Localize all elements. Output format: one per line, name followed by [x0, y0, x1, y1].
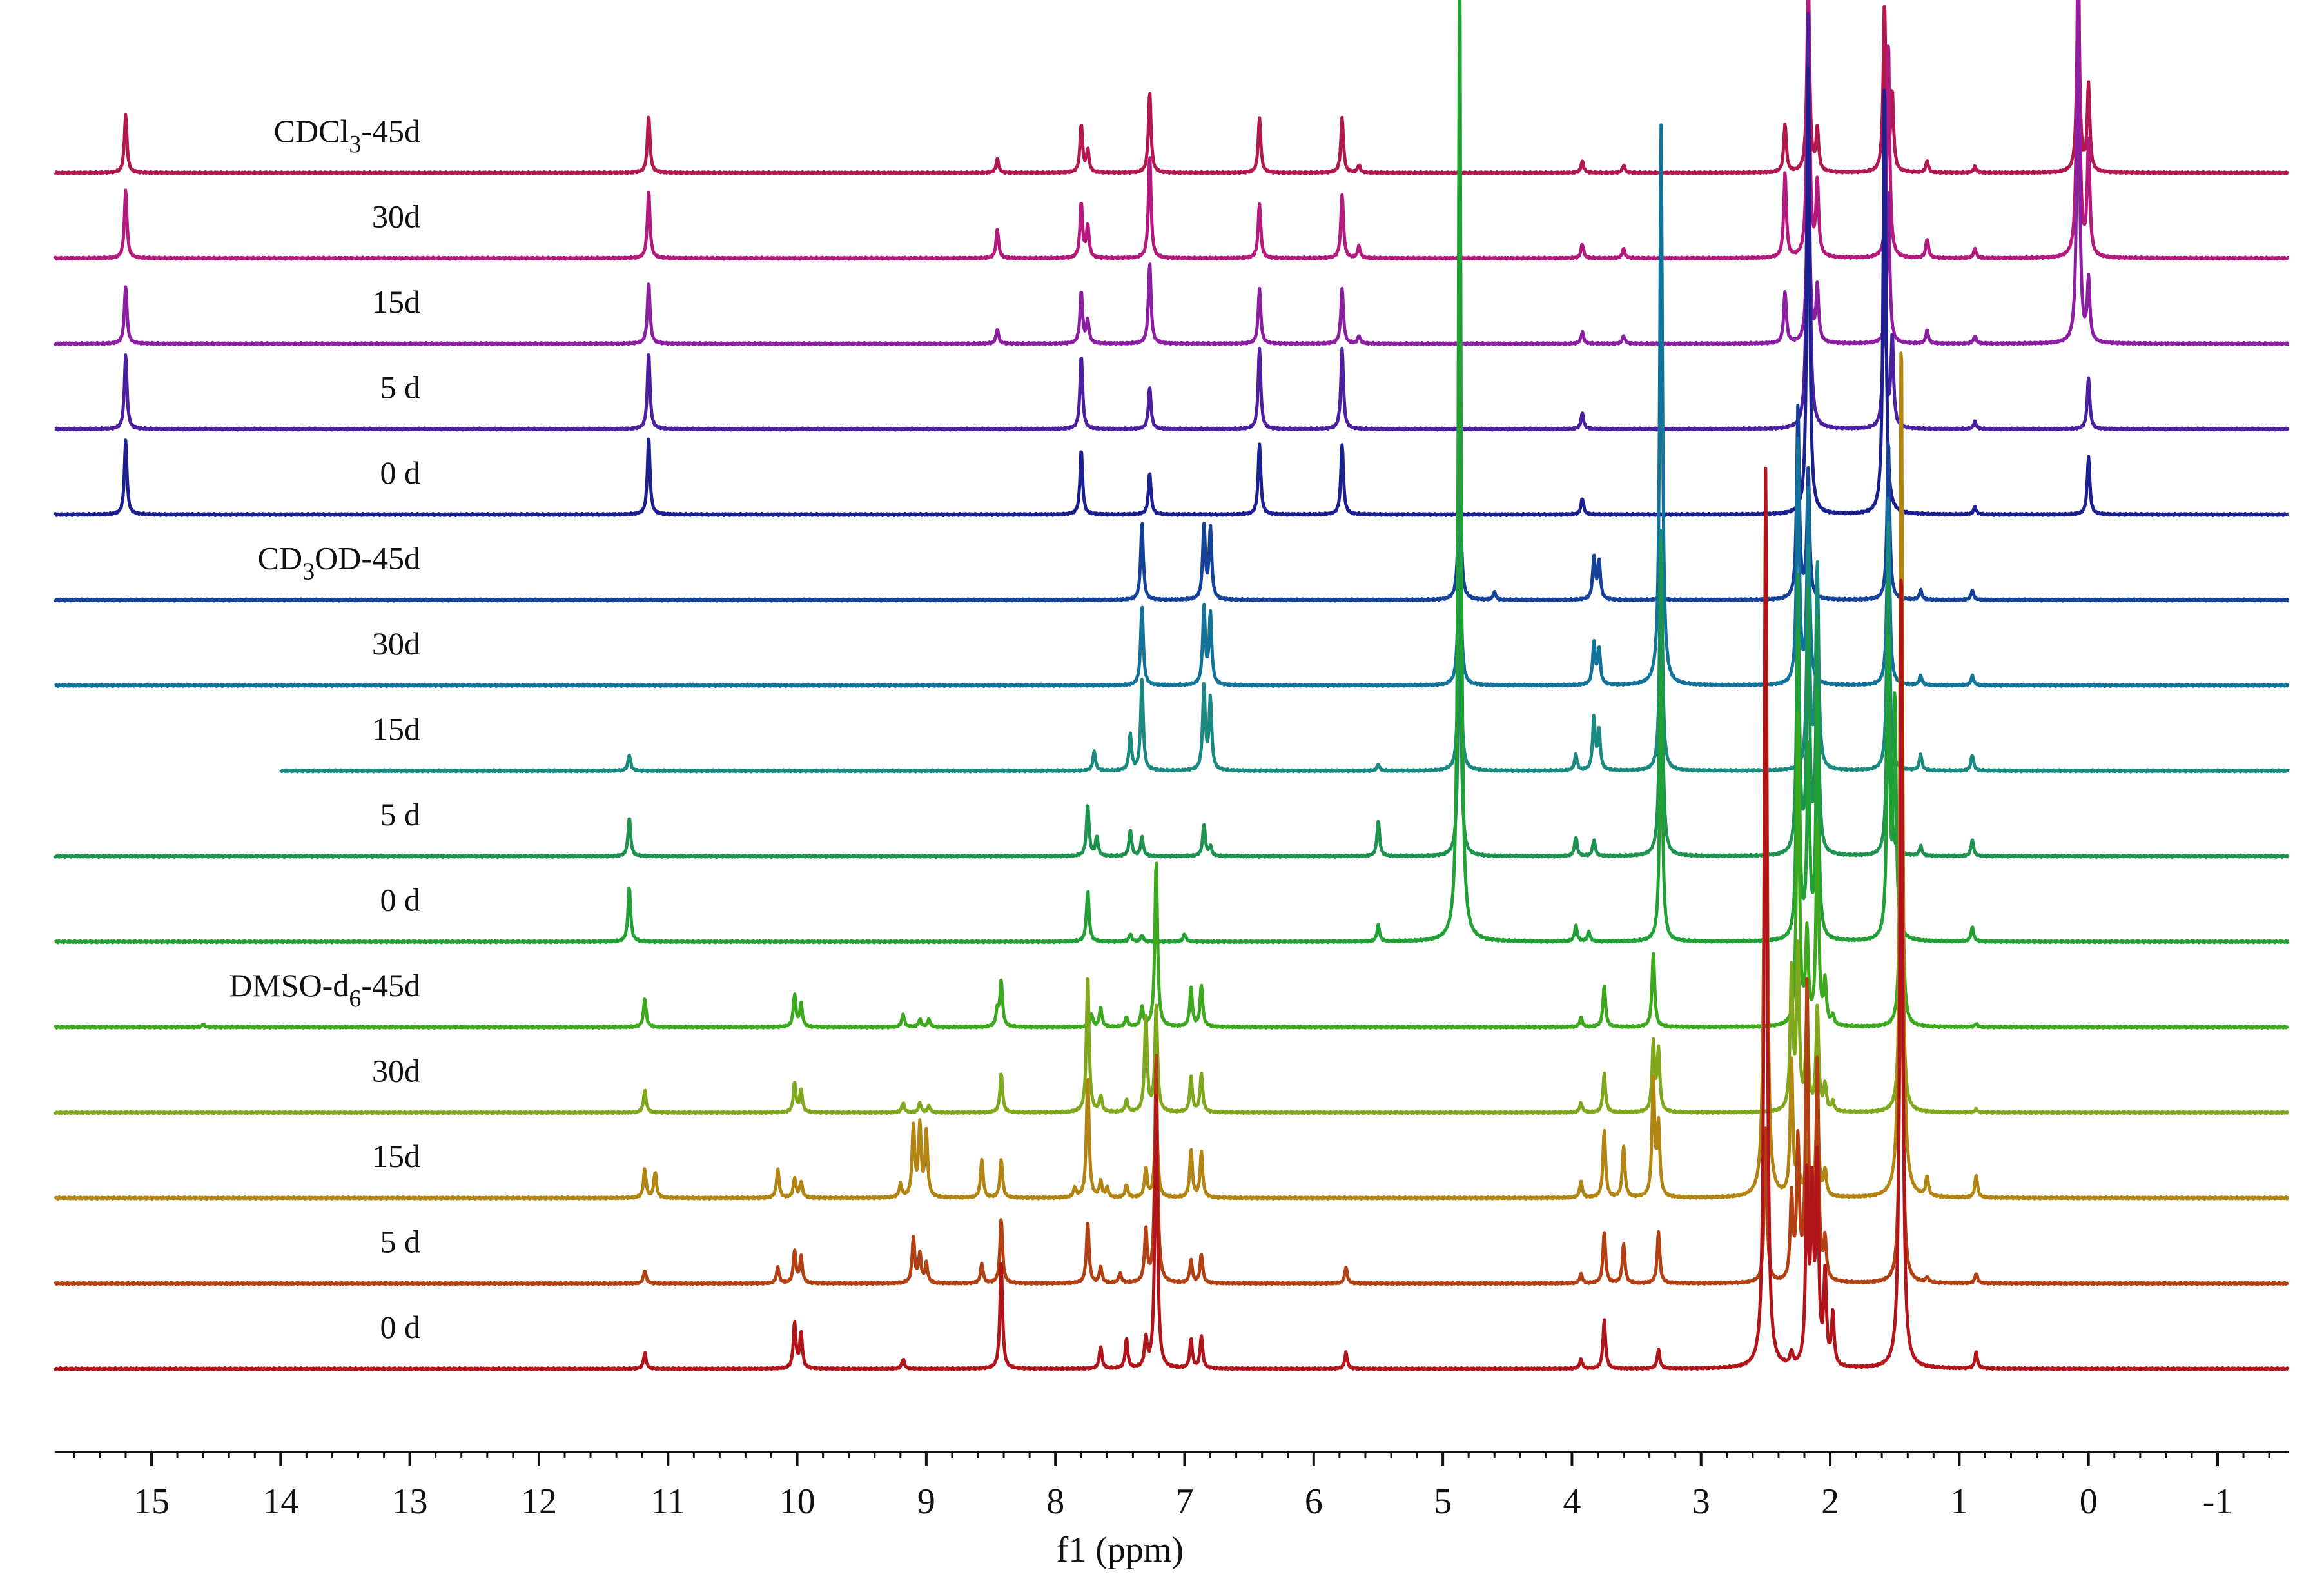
x-tick-label: 2	[1821, 1482, 1839, 1522]
x-axis-ticks: 15 14 13 12 11 10 9 8 7 6 5 4 3 2 1 0 -1	[73, 1452, 2270, 1522]
trace-label-9: 5 d	[380, 796, 421, 832]
spectrum-trace-13	[54, 351, 2290, 1201]
x-tick-label: 15	[133, 1482, 170, 1522]
trace-label-3: 15d	[372, 284, 420, 320]
x-tick-label: 12	[521, 1482, 557, 1522]
x-axis: 15 14 13 12 11 10 9 8 7 6 5 4 3 2 1 0 -1 f1 (ppm)	[54, 1451, 2289, 1570]
trace-label-15: 0 d	[380, 1309, 421, 1345]
spectrum-trace-6	[53, 404, 2290, 603]
x-tick-label: 1	[1950, 1482, 1968, 1522]
spectra-group	[53, 0, 2290, 1372]
x-tick-label: 7	[1176, 1482, 1194, 1522]
trace-label-5: 0 d	[380, 455, 421, 491]
trace-label-10: 0 d	[380, 882, 421, 918]
spectrum-trace-11	[53, 711, 2290, 1030]
trace-label-2: 30d	[372, 199, 420, 235]
spectrum-trace-9	[53, 539, 2290, 859]
spectrum-trace-15	[53, 466, 2290, 1372]
x-tick-label: 13	[392, 1482, 428, 1522]
spectrum-trace-4	[54, 12, 2290, 432]
trace-label-11: DMSO-d6-45d	[229, 967, 420, 1012]
trace-label-1: CDCl3-45d	[274, 113, 420, 158]
spectrum-trace-1	[54, 0, 2290, 176]
x-tick-label: 8	[1046, 1482, 1064, 1522]
trace-label-14: 5 d	[380, 1224, 421, 1260]
x-tick-label: 6	[1305, 1482, 1323, 1522]
spectrum-trace-5	[53, 66, 2290, 518]
spectrum-trace-14	[53, 821, 2290, 1286]
spectrum-trace-3	[53, 0, 2290, 347]
x-tick-label: 10	[779, 1482, 815, 1522]
spectrum-trace-7	[54, 123, 2290, 689]
x-tick-label: 9	[917, 1482, 935, 1522]
x-tick-label: 11	[650, 1482, 685, 1522]
trace-label-8: 15d	[372, 711, 420, 747]
x-axis-title: f1 (ppm)	[1057, 1530, 1184, 1570]
x-tick-label: 3	[1692, 1482, 1710, 1522]
spectrum-trace-2	[53, 0, 2290, 261]
spectrum-trace-8	[279, 521, 2290, 774]
trace-label-12: 30d	[372, 1053, 420, 1089]
trace-label-6: CD3OD-45d	[258, 540, 420, 585]
spectrum-trace-10	[54, 0, 2290, 945]
x-tick-label: 0	[2080, 1482, 2098, 1522]
trace-label-4: 5 d	[380, 369, 421, 406]
x-tick-label: 4	[1563, 1482, 1581, 1522]
x-tick-label: 5	[1434, 1482, 1452, 1522]
trace-label-13: 15d	[372, 1138, 420, 1174]
x-tick-label: -1	[2203, 1482, 2233, 1522]
trace-label-7: 30d	[372, 625, 420, 662]
trace-labels: CDCl3-45d 30d 15d 5 d 0 d CD3OD-45d 30d 15d 5 d 0…	[229, 113, 420, 1345]
x-tick-label: 14	[262, 1482, 298, 1522]
spectrum-trace-12	[53, 732, 2290, 1115]
